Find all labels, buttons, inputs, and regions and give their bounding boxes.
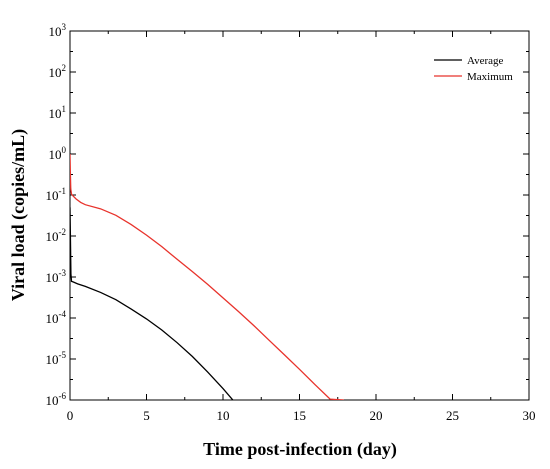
y-axis-title: Viral load (copies/mL) bbox=[8, 129, 29, 301]
x-tick-label: 30 bbox=[523, 408, 536, 423]
x-tick-label: 0 bbox=[67, 408, 74, 423]
y-tick-label: 101 bbox=[49, 104, 67, 121]
y-tick-label: 100 bbox=[49, 145, 67, 162]
y-axis-ticks: 10-6 10-5 10-4 10-3 10-2 10-1 100 101 102 103 bbox=[46, 22, 529, 408]
legend-label-maximum: Maximum bbox=[467, 71, 513, 83]
x-tick-label: 20 bbox=[370, 408, 383, 423]
series-layer bbox=[70, 153, 344, 400]
x-tick-label: 5 bbox=[143, 408, 150, 423]
series-line-maximum bbox=[70, 153, 344, 400]
y-tick-label: 10-4 bbox=[46, 309, 67, 326]
x-axis-ticks: 0 5 10 15 20 25 30 bbox=[67, 31, 536, 423]
y-tick-label: 10-6 bbox=[46, 391, 67, 408]
y-tick-label: 10-5 bbox=[46, 350, 67, 367]
y-tick-label: 10-2 bbox=[46, 227, 67, 244]
series-line-average bbox=[70, 207, 250, 400]
y-tick-label: 10-1 bbox=[46, 186, 67, 203]
x-tick-label: 15 bbox=[293, 408, 306, 423]
x-tick-label: 25 bbox=[446, 408, 459, 423]
y-tick-label: 10-3 bbox=[46, 268, 67, 285]
x-tick-label: 10 bbox=[217, 408, 230, 423]
plot-frame bbox=[69, 30, 530, 401]
y-tick-label: 103 bbox=[49, 22, 67, 39]
x-axis-title: Time post-infection (day) bbox=[203, 439, 397, 460]
legend-label-average: Average bbox=[467, 55, 504, 67]
legend: Average Maximum bbox=[434, 55, 513, 83]
y-tick-label: 102 bbox=[49, 63, 67, 80]
plot-border bbox=[69, 30, 530, 401]
